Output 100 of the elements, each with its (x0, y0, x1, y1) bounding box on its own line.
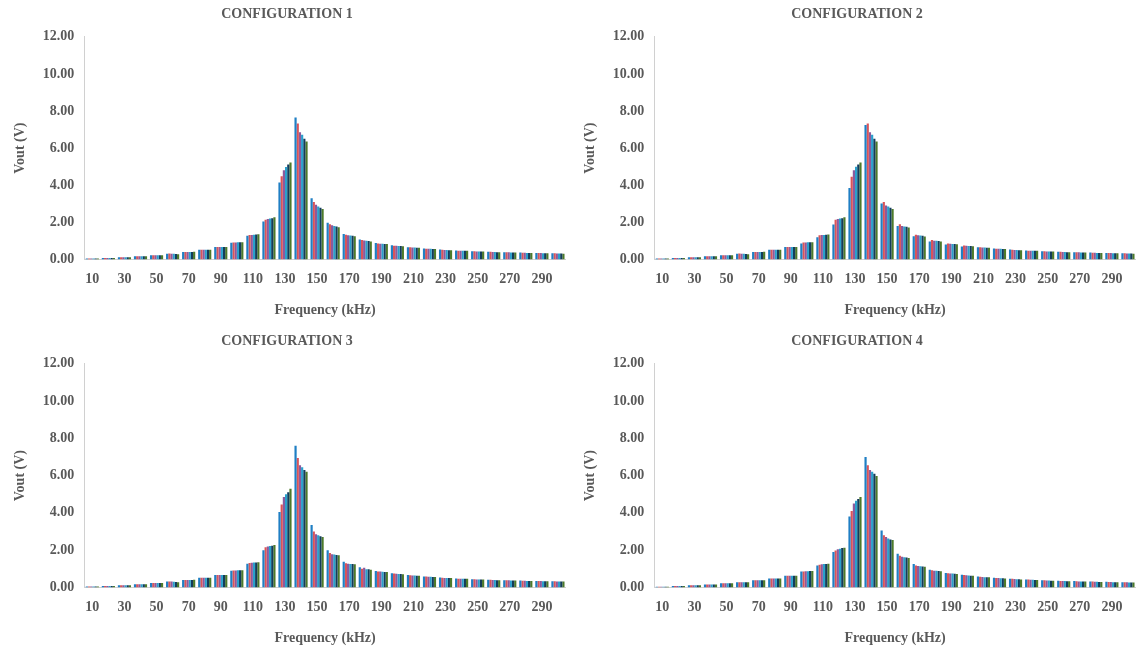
chart-title: CONFIGURATION 1 (221, 6, 353, 22)
x-tick-label: 270 (1069, 271, 1091, 287)
y-tick-label: 2.00 (619, 541, 645, 557)
y-tick-label: 10.00 (612, 65, 645, 81)
bar (852, 170, 855, 260)
bar (296, 123, 299, 260)
bar (294, 117, 297, 260)
x-tick-label: 290 (1101, 599, 1123, 615)
x-tick-label: 10 (85, 599, 100, 615)
x-tick-label: 90 (783, 599, 798, 615)
x-axis-title: Frequency (kHz) (844, 302, 947, 319)
x-tick-label: 70 (751, 599, 766, 615)
x-tick-label: 250 (467, 271, 489, 287)
x-tick-label: 230 (435, 599, 457, 615)
x-tick-label: 150 (876, 271, 898, 287)
x-tick-label: 170 (338, 271, 360, 287)
x-tick-label: 50 (719, 599, 734, 615)
x-tick-label: 130 (844, 599, 866, 615)
y-tick-label: 0.00 (49, 251, 75, 267)
x-tick-label: 50 (149, 271, 164, 287)
x-tick-label: 110 (812, 271, 833, 287)
x-tick-label: 70 (751, 271, 766, 287)
x-tick-label: 150 (876, 599, 898, 615)
x-tick-label: 290 (531, 599, 553, 615)
x-tick-label: 290 (1101, 271, 1123, 287)
x-tick-label: 130 (274, 599, 296, 615)
y-tick-label: 2.00 (49, 541, 75, 557)
x-tick-label: 130 (274, 271, 296, 287)
bar (864, 456, 867, 588)
y-tick-label: 8.00 (49, 429, 75, 445)
chart-title: CONFIGURATION 4 (791, 333, 923, 349)
bar (866, 465, 869, 588)
bar (850, 176, 853, 260)
bar (280, 504, 283, 588)
bar (850, 511, 853, 588)
x-tick-label: 210 (402, 271, 424, 287)
x-tick-label: 190 (370, 599, 392, 615)
x-tick-label: 270 (1069, 599, 1091, 615)
x-tick-label: 230 (435, 271, 457, 287)
y-tick-label: 6.00 (619, 467, 645, 483)
x-tick-label: 30 (687, 271, 702, 287)
x-tick-label: 150 (306, 599, 328, 615)
y-tick-label: 0.00 (619, 579, 645, 595)
chart-title: CONFIGURATION 3 (221, 333, 353, 349)
x-tick-label: 190 (940, 599, 962, 615)
x-tick-label: 150 (306, 271, 328, 287)
y-axis-title: Vout (V) (582, 122, 599, 174)
y-tick-label: 4.00 (49, 176, 75, 192)
x-tick-label: 170 (908, 599, 930, 615)
x-tick-label: 210 (972, 271, 994, 287)
y-tick-label: 2.00 (49, 213, 75, 229)
x-tick-label: 270 (499, 271, 521, 287)
x-tick-label: 210 (402, 599, 424, 615)
bar (832, 224, 835, 260)
x-tick-label: 10 (85, 271, 100, 287)
x-tick-label: 270 (499, 599, 521, 615)
bar (296, 457, 299, 588)
x-tick-label: 210 (972, 599, 994, 615)
y-tick-label: 6.00 (619, 139, 645, 155)
bar (289, 488, 292, 588)
x-tick-label: 50 (149, 599, 164, 615)
bar (294, 445, 297, 588)
y-tick-label: 4.00 (619, 176, 645, 192)
y-tick-label: 6.00 (49, 139, 75, 155)
y-tick-label: 10.00 (42, 65, 75, 81)
x-tick-label: 50 (719, 271, 734, 287)
x-tick-label: 110 (242, 599, 263, 615)
bar (848, 187, 851, 260)
chart-title: CONFIGURATION 2 (791, 6, 923, 22)
y-tick-label: 8.00 (49, 102, 75, 118)
x-tick-label: 290 (531, 271, 553, 287)
bar (310, 524, 313, 588)
x-tick-label: 190 (370, 271, 392, 287)
y-tick-label: 12.00 (612, 355, 645, 371)
x-axis-title: Frequency (kHz) (844, 630, 947, 647)
x-tick-label: 70 (181, 271, 196, 287)
x-tick-label: 30 (117, 599, 132, 615)
y-tick-label: 4.00 (49, 504, 75, 520)
x-tick-label: 10 (655, 599, 670, 615)
x-tick-label: 230 (1005, 271, 1027, 287)
x-axis-title: Frequency (kHz) (274, 302, 377, 319)
y-tick-label: 6.00 (49, 467, 75, 483)
bar (880, 530, 883, 588)
x-tick-label: 170 (338, 599, 360, 615)
x-tick-label: 30 (687, 599, 702, 615)
y-tick-label: 10.00 (42, 392, 75, 408)
y-tick-label: 2.00 (619, 213, 645, 229)
x-axis-title: Frequency (kHz) (274, 630, 377, 647)
bar (278, 511, 281, 588)
y-axis-title: Vout (V) (582, 449, 599, 502)
x-tick-label: 190 (940, 271, 962, 287)
bar (278, 182, 281, 260)
bar (848, 516, 851, 588)
x-tick-label: 90 (783, 271, 798, 287)
y-tick-label: 0.00 (49, 579, 75, 595)
x-tick-label: 130 (844, 271, 866, 287)
x-tick-label: 110 (812, 599, 833, 615)
y-tick-label: 10.00 (612, 392, 645, 408)
y-axis-title: Vout (V) (12, 449, 29, 502)
x-tick-label: 250 (1037, 599, 1059, 615)
